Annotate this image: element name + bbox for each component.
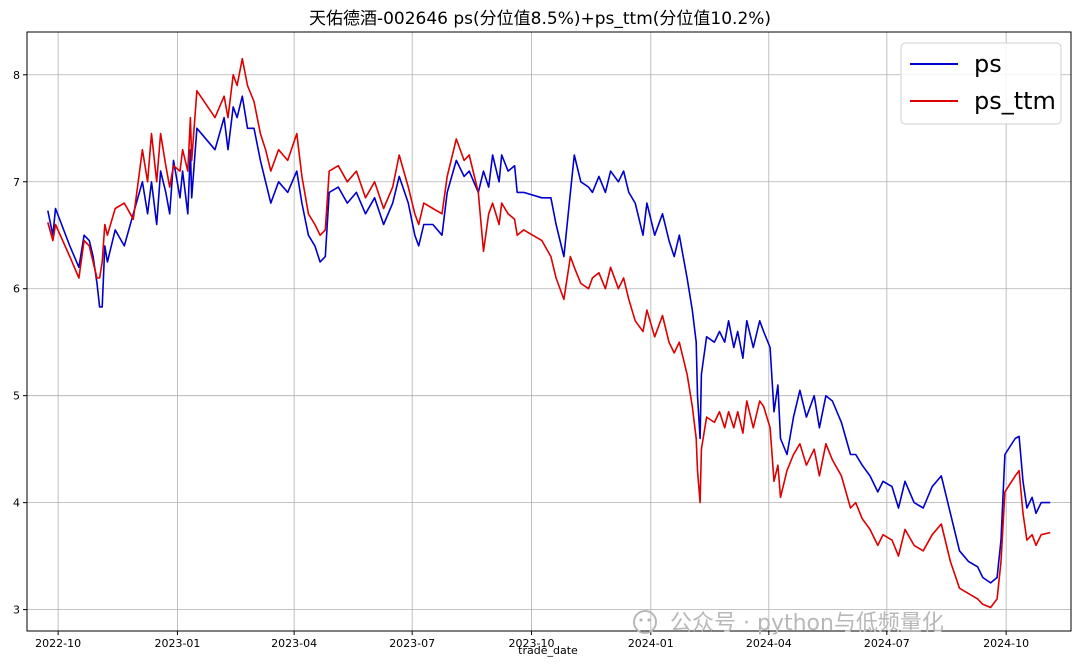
watermark: 公众号 · python与低频量化 xyxy=(633,610,944,636)
chart-title: 天佑德酒-002646 ps(分位值8.5%)+ps_ttm(分位值10.2%) xyxy=(309,9,771,29)
y-tick-label: 8 xyxy=(13,69,20,82)
y-tick-label: 7 xyxy=(13,176,20,189)
y-axis: 3 4 5 6 7 8 xyxy=(13,69,27,617)
x-tick-label: 2023-07 xyxy=(389,637,435,650)
legend-ps-label: ps xyxy=(974,50,1002,78)
legend-ps-ttm-label: ps_ttm xyxy=(974,87,1056,115)
watermark-text: 公众号 · python与低频量化 xyxy=(670,611,944,636)
wechat-icon-dot-left xyxy=(639,618,643,622)
y-tick-label: 5 xyxy=(13,390,20,403)
series-lines xyxy=(47,57,1051,609)
x-axis: 2022-10 2023-01 2023-04 2023-07 2023-10 2024-… xyxy=(35,631,1029,650)
series-line-ps xyxy=(47,95,1051,584)
wechat-icon xyxy=(633,610,657,634)
x-tick-label: 2023-01 xyxy=(154,637,200,650)
x-tick-label: 2024-04 xyxy=(746,637,792,650)
grid xyxy=(27,32,1071,631)
axes-frame xyxy=(26,31,1072,632)
x-tick-label: 2022-10 xyxy=(35,637,81,650)
x-tick-label: 2024-01 xyxy=(628,637,674,650)
x-tick-label: 2024-10 xyxy=(983,637,1029,650)
y-tick-label: 3 xyxy=(13,604,20,617)
y-tick-label: 4 xyxy=(13,497,20,510)
wechat-icon-dot-right xyxy=(647,618,651,622)
x-tick-label: 2023-10 xyxy=(509,637,555,650)
y-tick-label: 6 xyxy=(13,283,20,296)
x-tick-label: 2023-04 xyxy=(271,637,317,650)
series-line-ps-ttm xyxy=(47,57,1051,609)
x-axis-label: trade_date xyxy=(518,644,578,657)
legend: ps ps_ttm xyxy=(900,42,1062,125)
x-tick-label: 2024-07 xyxy=(864,637,910,650)
